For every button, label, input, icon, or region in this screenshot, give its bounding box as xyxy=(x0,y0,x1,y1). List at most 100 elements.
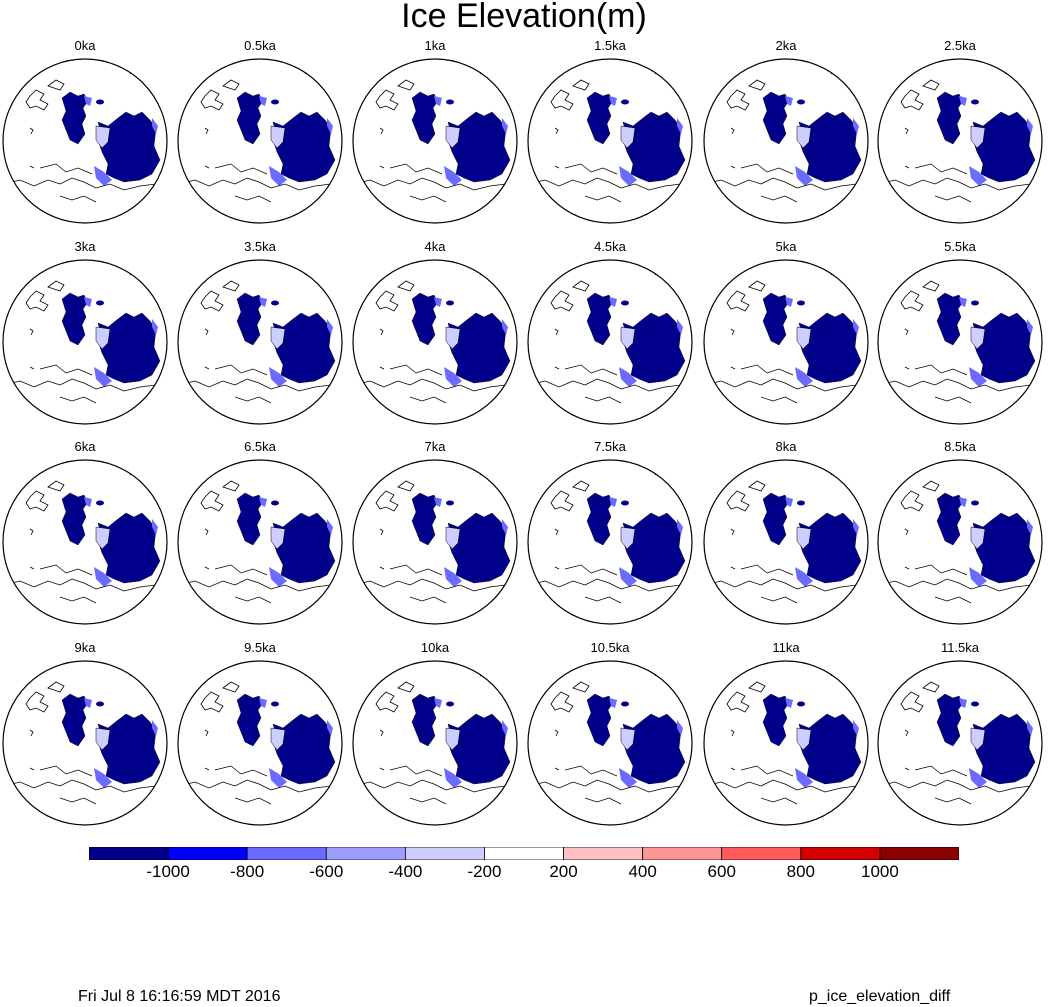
greenland-ice xyxy=(586,91,614,145)
greenland-ice xyxy=(762,91,790,145)
coastline-fragment xyxy=(554,767,560,771)
hudson-region xyxy=(620,526,636,550)
greenland-ice-edge xyxy=(84,96,92,106)
map-panel: 9.5ka xyxy=(175,640,345,840)
colorbar-segment xyxy=(89,847,169,860)
map-panel: 8.5ka xyxy=(875,439,1045,639)
hudson-region xyxy=(95,125,111,149)
coastline-island xyxy=(904,528,909,536)
greenland-ice xyxy=(762,693,790,747)
coastline-siberia xyxy=(389,163,443,175)
coastline-scandinavia xyxy=(200,691,224,713)
coastline-aleutian xyxy=(59,396,97,404)
coastline-fragment xyxy=(730,165,736,169)
map-panel: 7ka xyxy=(350,439,520,639)
coastline-scandinavia xyxy=(200,290,224,312)
coastline-pacific xyxy=(353,779,517,793)
coastline-scandinavia xyxy=(200,490,224,512)
laurentide-ice xyxy=(447,312,511,384)
ice-cap-small xyxy=(271,701,279,707)
hudson-region xyxy=(270,727,286,751)
panel-label: 9.5ka xyxy=(244,640,276,655)
coastline-svalbard xyxy=(572,681,590,693)
coastline-pacific xyxy=(878,177,1042,191)
cordilleran-ice xyxy=(619,567,637,587)
ice-fringe xyxy=(327,720,333,736)
coastline-pacific xyxy=(178,177,342,191)
cordilleran-ice xyxy=(94,768,112,788)
script-name-footer: p_ice_elevation_diff xyxy=(809,988,951,1005)
coastline-island xyxy=(554,528,559,536)
coastline-scandinavia xyxy=(726,490,750,512)
coastline-siberia xyxy=(914,163,968,175)
coastline-svalbard xyxy=(922,480,940,492)
coastline-svalbard xyxy=(222,480,240,492)
hudson-region xyxy=(445,526,461,550)
coastline-siberia xyxy=(740,564,794,576)
laurentide-ice xyxy=(798,111,862,183)
laurentide-ice xyxy=(622,111,686,183)
ice-fringe xyxy=(152,519,158,535)
coastline-aleutian xyxy=(234,596,272,604)
map-panel: 2ka xyxy=(701,38,871,238)
panel-label: 2.5ka xyxy=(944,38,976,53)
hudson-region xyxy=(270,125,286,149)
coastline-aleutian xyxy=(234,797,272,805)
laurentide-ice xyxy=(447,713,511,785)
colorbar-segment xyxy=(325,847,406,860)
greenland-ice-edge xyxy=(259,96,267,106)
coastline-island xyxy=(204,328,209,336)
ice-cap-small xyxy=(446,500,454,506)
ice-fringe xyxy=(677,720,683,736)
coastline-fragment xyxy=(904,566,910,570)
laurentide-ice xyxy=(272,512,336,584)
coastline-svalbard xyxy=(397,280,415,292)
hudson-region xyxy=(445,125,461,149)
coastline-svalbard xyxy=(922,79,940,91)
coastline-aleutian xyxy=(409,797,447,805)
ice-fringe xyxy=(327,319,333,335)
colorbar-segment xyxy=(642,847,723,860)
coastline-aleutian xyxy=(584,195,622,203)
laurentide-ice xyxy=(447,111,511,183)
coastline-scandinavia xyxy=(25,691,49,713)
ice-fringe xyxy=(152,118,158,134)
greenland-ice-edge xyxy=(785,96,793,106)
greenland-ice-edge xyxy=(434,297,442,307)
coastline-aleutian xyxy=(584,396,622,404)
cordilleran-ice xyxy=(94,567,112,587)
coastline-scandinavia xyxy=(25,89,49,111)
cordilleran-ice xyxy=(444,367,462,387)
coastline-fragment xyxy=(204,366,210,370)
panel-label: 5.5ka xyxy=(944,239,976,254)
coastline-pacific xyxy=(178,578,342,592)
coastline-aleutian xyxy=(760,195,798,203)
colorbar-segment xyxy=(404,847,485,860)
coastline-siberia xyxy=(214,163,268,175)
greenland-ice-edge xyxy=(959,96,967,106)
colorbar-segment xyxy=(879,847,959,860)
hudson-region xyxy=(445,326,461,350)
hudson-region xyxy=(95,326,111,350)
panel-label: 3.5ka xyxy=(244,239,276,254)
coastline-pacific xyxy=(3,779,167,793)
coastline-pacific xyxy=(704,779,868,793)
coastline-island xyxy=(379,528,384,536)
greenland-ice xyxy=(586,492,614,546)
coastline-island xyxy=(904,729,909,737)
coastline-scandinavia xyxy=(726,89,750,111)
coastline-aleutian xyxy=(934,797,972,805)
coastline-fragment xyxy=(379,366,385,370)
laurentide-ice xyxy=(622,312,686,384)
ice-fringe xyxy=(853,118,859,134)
cordilleran-ice xyxy=(795,567,813,587)
coastline-svalbard xyxy=(397,480,415,492)
ice-cap-small xyxy=(797,701,805,707)
ice-fringe xyxy=(152,720,158,736)
coastline-scandinavia xyxy=(25,490,49,512)
ice-cap-small xyxy=(621,99,629,105)
greenland-ice-edge xyxy=(959,497,967,507)
coastline-svalbard xyxy=(47,480,65,492)
coastline-siberia xyxy=(914,364,968,376)
laurentide-ice xyxy=(97,512,161,584)
